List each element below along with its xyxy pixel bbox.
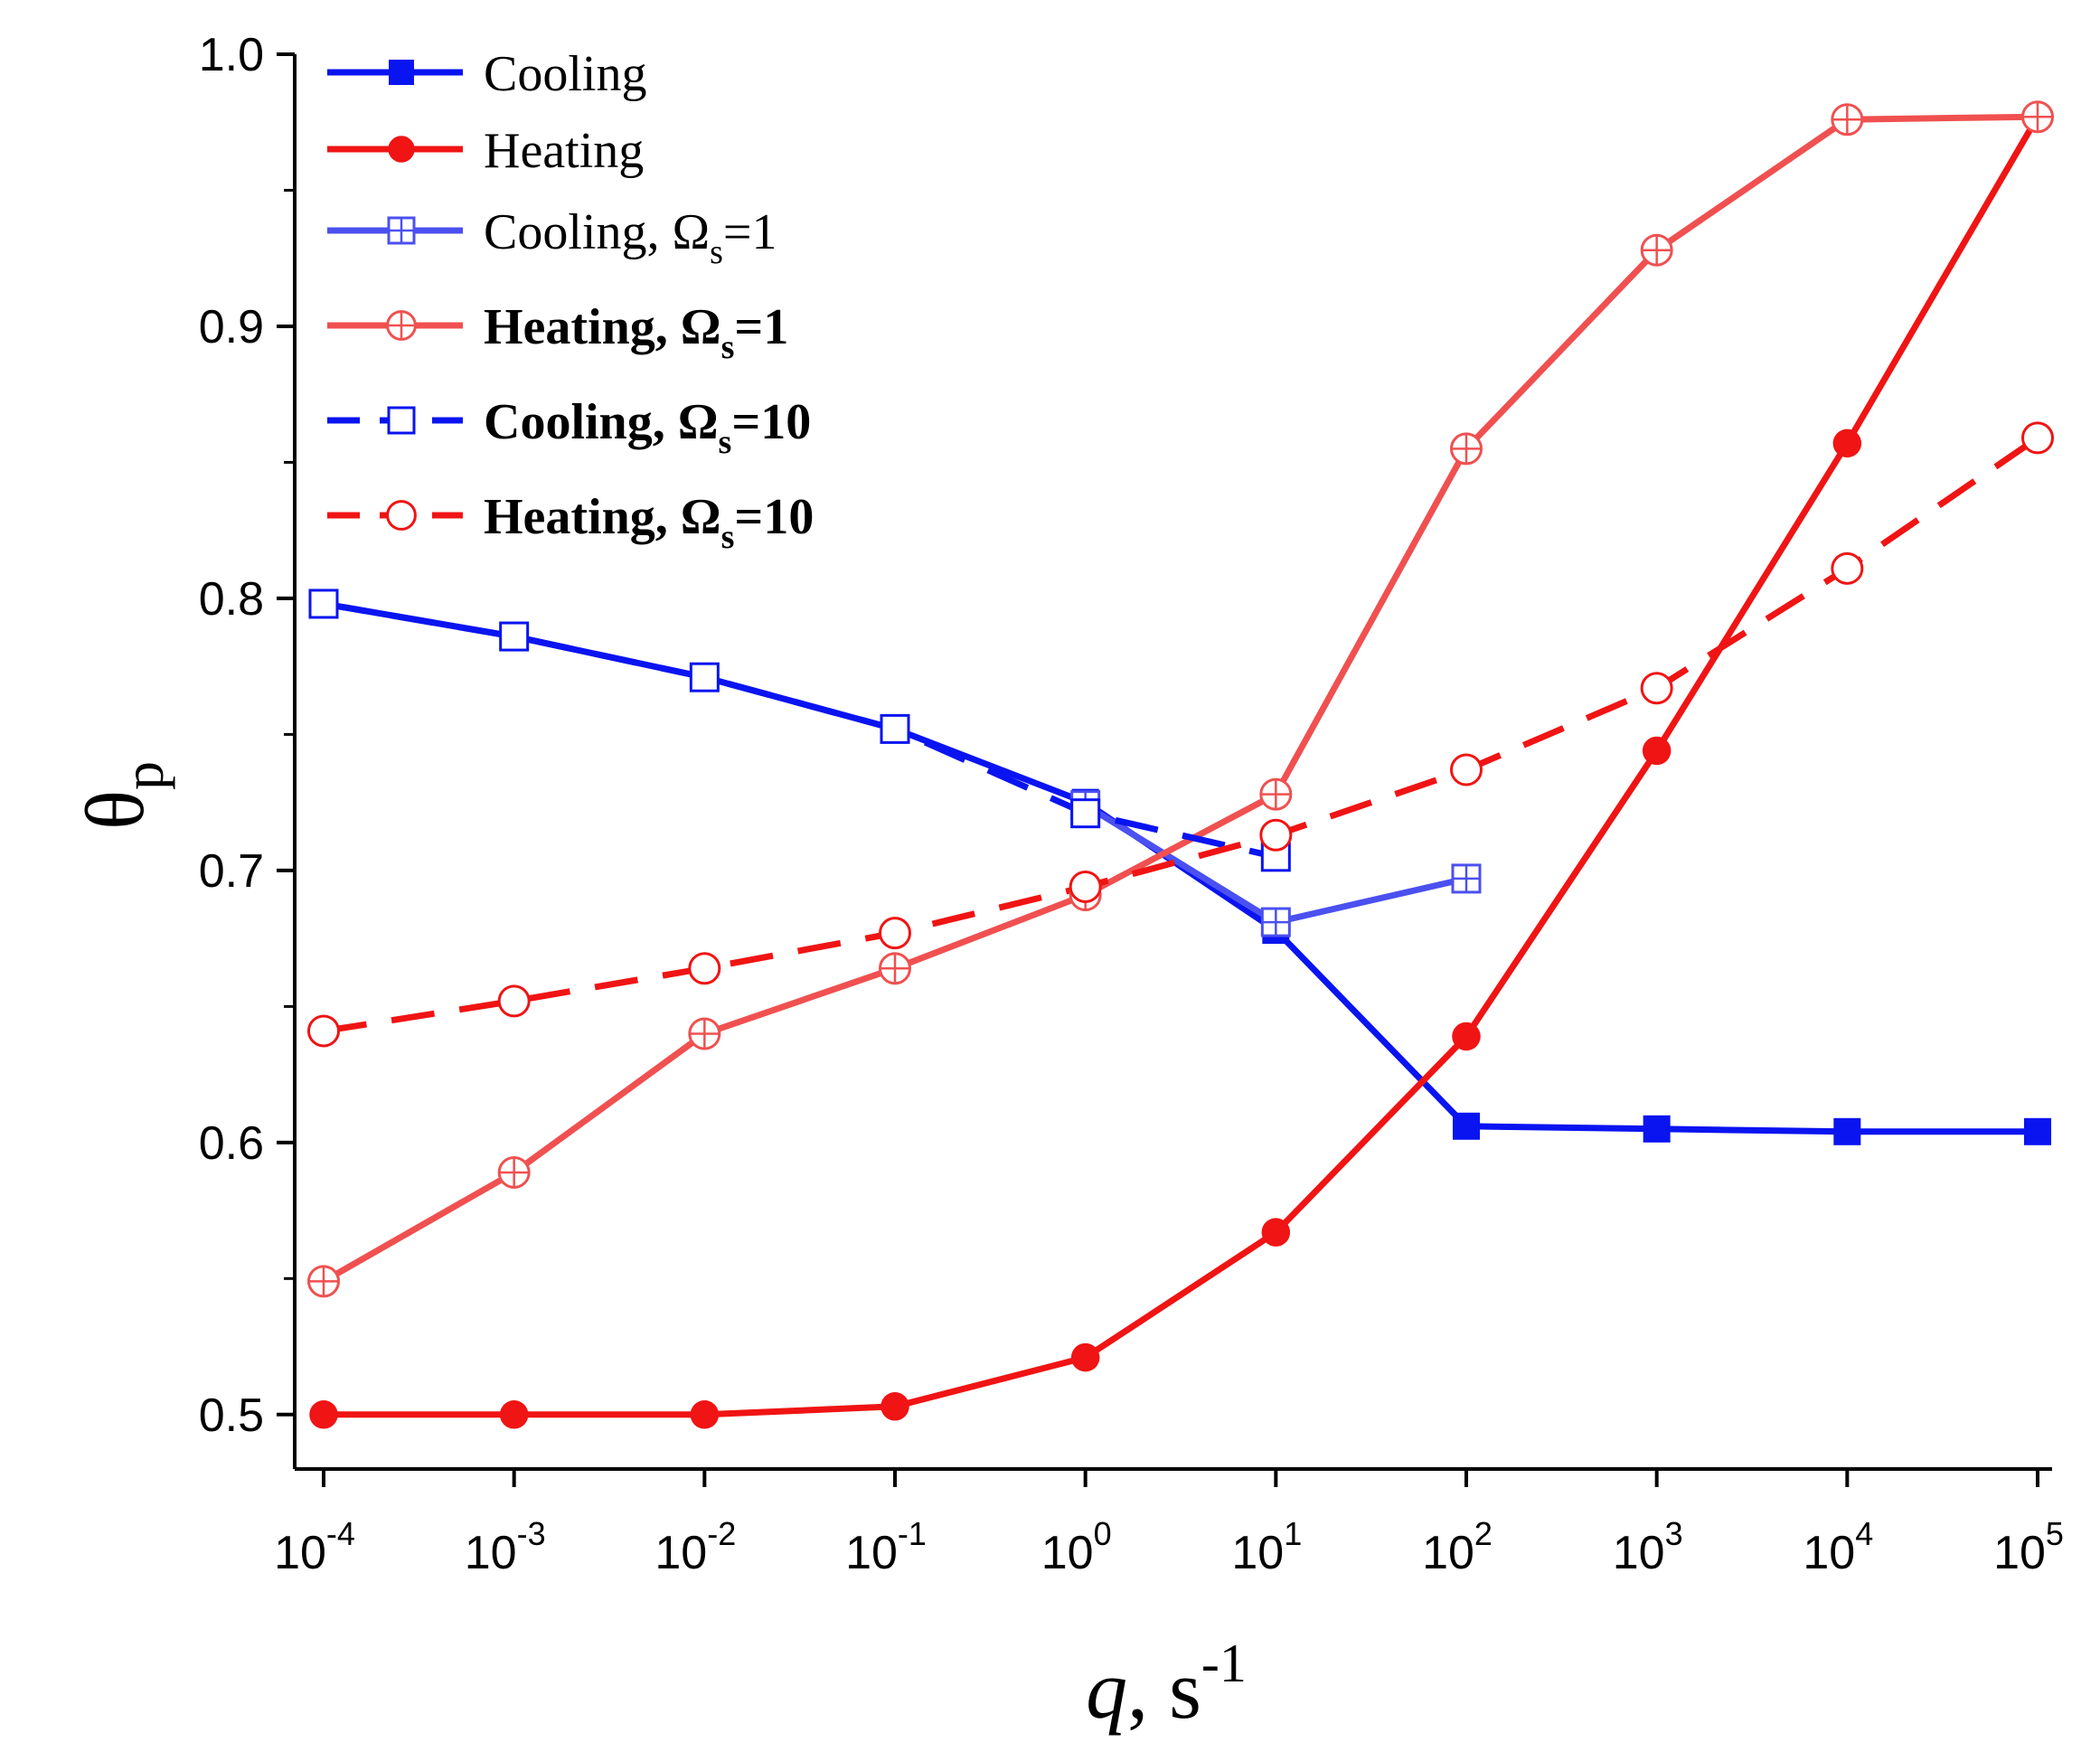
series-line-6 [323, 435, 2039, 1034]
data-point [1642, 736, 1672, 766]
data-point [690, 1400, 720, 1429]
legend-item-2: Heating [327, 123, 644, 179]
data-point [1453, 1112, 1480, 1140]
series-markers-6 [307, 421, 2054, 1048]
data-point [880, 713, 910, 744]
series-line-1 [323, 600, 2038, 1135]
tick-labels: 0.5 0.6 0.7 0.8 0.9 1.0 10-4 10-3 10-2 10-1 100 101… [199, 29, 2064, 1579]
legend-item-1: Cooling [327, 46, 646, 102]
x-tick-label: 105 [1993, 1515, 2064, 1579]
series-line-5 [323, 600, 1277, 861]
legend-label: Heating [484, 123, 644, 179]
axes [277, 52, 2052, 1487]
x-tick-label: 10-2 [654, 1515, 736, 1579]
data-point [1070, 798, 1101, 829]
legend-label: Cooling, Ωs=10 [484, 394, 811, 461]
data-point [880, 1392, 909, 1421]
legend-label: Heating, Ωs=1 [484, 299, 788, 366]
data-point [1259, 818, 1293, 852]
series-markers-5 [308, 589, 1291, 872]
legend-item-6: Heating, Ωs=10 [327, 489, 814, 556]
data-point [1450, 753, 1483, 786]
data-point [2021, 421, 2054, 455]
x-tick-label: 100 [1041, 1515, 1112, 1579]
data-point [1832, 428, 1862, 458]
legend-marker [386, 500, 417, 531]
y-tick-label: 0.9 [199, 301, 264, 353]
legend-marker [387, 406, 416, 435]
legend: Cooling Heating Cooling, Ωs=1 Heating, Ωs=1… [327, 46, 814, 556]
data-point [1831, 103, 1864, 137]
y-tick-label: 0.7 [199, 845, 264, 898]
legend-label: Cooling [484, 46, 646, 102]
legend-marker [389, 60, 414, 85]
series-markers-3 [1070, 790, 1482, 937]
series-line-4 [322, 113, 2039, 1285]
data-point [308, 589, 339, 619]
x-tick-label: 101 [1231, 1515, 1302, 1579]
data-point [2021, 100, 2054, 134]
data-point [1450, 432, 1483, 466]
legend-item-4: Heating, Ωs=1 [327, 299, 788, 366]
y-tick-label: 0.5 [199, 1389, 264, 1442]
data-point [307, 1265, 340, 1298]
legend-marker [388, 136, 415, 163]
x-tick-label: 10-1 [845, 1515, 927, 1579]
data-point [1259, 777, 1293, 811]
series-line-2 [324, 115, 2041, 1418]
data-point [879, 917, 911, 950]
legend-item-5: Cooling, Ωs=10 [327, 394, 811, 461]
data-point [1069, 870, 1102, 903]
y-tick-label: 0.6 [199, 1117, 264, 1170]
data-point [1640, 233, 1673, 267]
data-point [309, 1400, 338, 1429]
y-axis-label: θp [69, 761, 175, 830]
data-point [688, 1017, 721, 1050]
axis-labels: q, s-1 θp [69, 761, 1247, 1736]
data-point [689, 662, 720, 692]
data-point [1640, 672, 1673, 705]
data-point [879, 952, 911, 985]
legend-label: Heating, Ωs=10 [484, 489, 814, 556]
x-tick-label: 10-3 [465, 1515, 546, 1579]
data-point [497, 1155, 531, 1189]
data-point [1451, 863, 1482, 894]
data-point [1070, 1342, 1100, 1372]
data-point [1833, 1117, 1861, 1145]
x-tick-label: 102 [1422, 1515, 1493, 1579]
data-point [307, 1014, 340, 1048]
data-point [1831, 551, 1864, 585]
legend-marker [387, 216, 416, 245]
y-tick-label: 0.8 [199, 573, 264, 626]
data-point [499, 621, 530, 652]
data-point [2024, 1117, 2051, 1145]
x-axis-label: q, s-1 [1086, 1634, 1247, 1736]
data-point [1643, 1115, 1671, 1143]
x-tick-label: 103 [1613, 1515, 1683, 1579]
legend-item-3: Cooling, Ωs=1 [327, 204, 777, 271]
data-point [688, 952, 721, 985]
data-point [1261, 1218, 1291, 1247]
legend-marker [386, 310, 417, 341]
data-point [1452, 1022, 1481, 1051]
data-point [499, 1400, 529, 1429]
data-point [1260, 907, 1291, 937]
series-lines [322, 113, 2041, 1418]
series-markers-4 [307, 100, 2054, 1298]
legend-label: Cooling, Ωs=1 [484, 204, 777, 271]
x-tick-label: 104 [1803, 1515, 1873, 1579]
series-markers [307, 100, 2054, 1429]
x-tick-label: 10-4 [274, 1515, 355, 1579]
data-point [497, 984, 531, 1018]
y-tick-label: 1.0 [199, 29, 264, 81]
